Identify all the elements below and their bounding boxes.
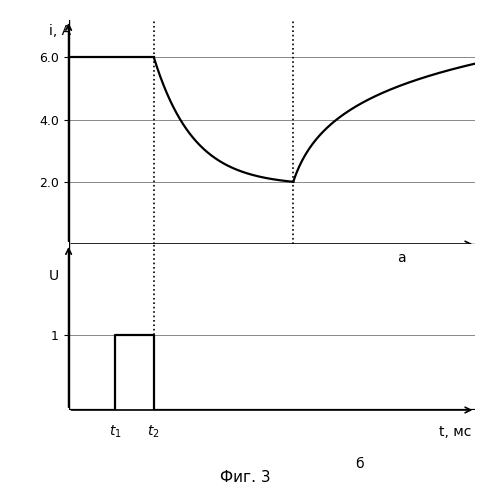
Text: $t_3$: $t_3$ (287, 260, 300, 276)
Text: i, A: i, A (49, 24, 72, 38)
Text: б: б (355, 457, 364, 471)
Text: a: a (397, 250, 406, 264)
Text: $t_2$: $t_2$ (147, 260, 160, 276)
Text: t, мс: t, мс (439, 425, 471, 439)
Text: U: U (49, 269, 59, 283)
Text: $t_2$: $t_2$ (147, 424, 160, 440)
Text: t, мс: t, мс (439, 261, 471, 275)
Text: $t_1$: $t_1$ (109, 424, 122, 440)
Text: Фиг. 3: Фиг. 3 (220, 470, 270, 485)
